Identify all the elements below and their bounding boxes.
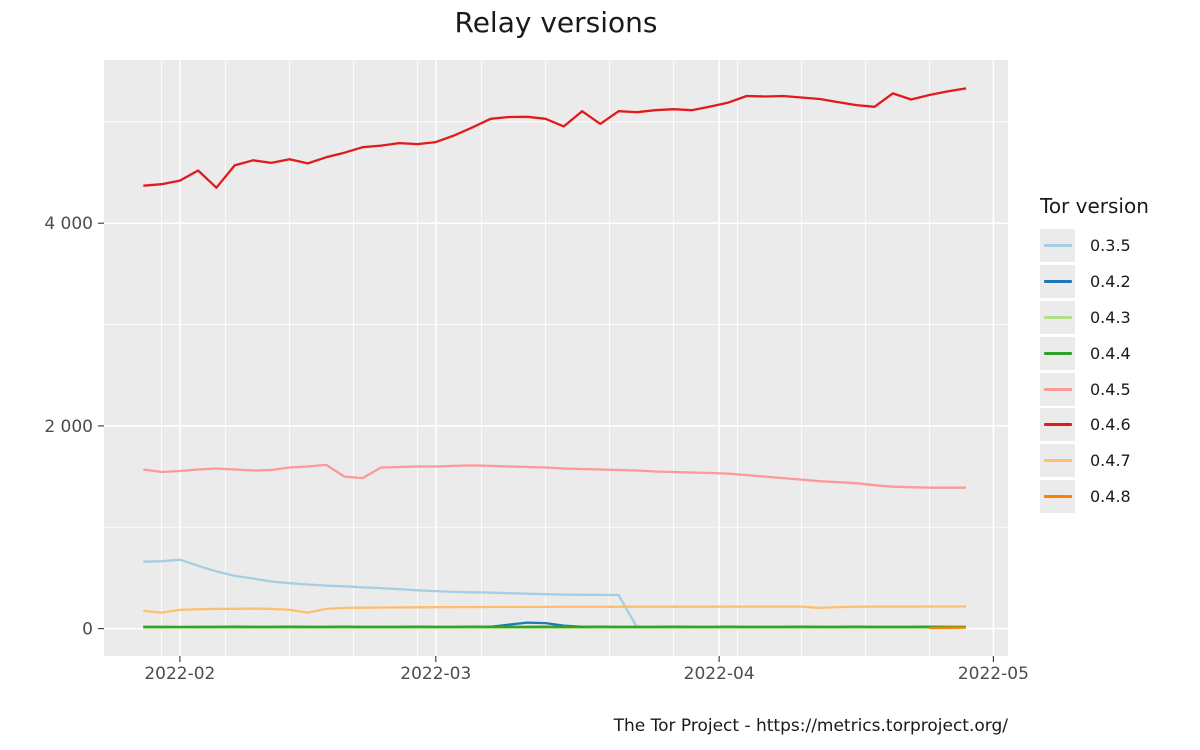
legend-key (1040, 336, 1075, 370)
legend-key (1040, 444, 1075, 478)
x-tick-label: 2022-03 (400, 664, 471, 684)
legend-key (1040, 408, 1075, 442)
legend-entry-0.4.7: 0.4.7 (1040, 443, 1149, 479)
legend-label: 0.4.2 (1090, 272, 1131, 292)
legend-label: 0.4.8 (1090, 486, 1131, 506)
y-tick-label: 0 (82, 620, 93, 640)
chart-title: Relay versions (454, 6, 658, 39)
chart-caption: The Tor Project - https://metrics.torpro… (613, 716, 1008, 736)
plot-panel (104, 60, 1008, 656)
legend-swatch-0.3.5 (1043, 244, 1072, 248)
legend-swatch-0.4.8 (1043, 494, 1072, 498)
legend-entry-0.4.4: 0.4.4 (1040, 335, 1149, 371)
legend-swatch-0.4.5 (1043, 387, 1072, 391)
legend-entry-0.4.3: 0.4.3 (1040, 300, 1149, 336)
series-line-0.4.8 (929, 626, 967, 630)
legend-entry-0.4.6: 0.4.6 (1040, 407, 1149, 443)
legend-label: 0.4.5 (1090, 379, 1131, 399)
legend-label: 0.4.6 (1090, 415, 1131, 435)
legend-key (1040, 229, 1075, 263)
series-line-0.4.5 (143, 463, 966, 489)
legend: Tor version 0.3.5 0.4.2 0.4.3 0.4.4 0.4.5 0.4… (1040, 194, 1149, 514)
legend-label: 0.4.3 (1090, 307, 1131, 327)
x-tick-label: 2022-04 (684, 664, 755, 684)
y-tick-label: 4 000 (44, 214, 93, 234)
series-line-0.4.7 (143, 605, 966, 614)
legend-key (1040, 372, 1075, 406)
legend-label: 0.4.7 (1090, 451, 1131, 471)
y-tick-label: 2 000 (44, 417, 93, 437)
legend-entry-0.4.8: 0.4.8 (1040, 479, 1149, 515)
legend-key (1040, 479, 1075, 513)
legend-entry-0.4.2: 0.4.2 (1040, 264, 1149, 300)
x-tick-label: 2022-05 (958, 664, 1029, 684)
legend-entry-0.3.5: 0.3.5 (1040, 228, 1149, 264)
series-line-0.4.6 (143, 87, 967, 189)
legend-swatch-0.4.7 (1043, 459, 1072, 463)
legend-label: 0.4.4 (1090, 343, 1131, 363)
legend-swatch-0.4.3 (1043, 315, 1072, 319)
legend-key (1040, 265, 1075, 299)
legend-swatch-0.4.2 (1043, 280, 1072, 284)
legend-swatch-0.4.6 (1043, 423, 1072, 427)
legend-title: Tor version (1040, 194, 1149, 218)
legend-label: 0.3.5 (1090, 236, 1131, 256)
legend-key (1040, 300, 1075, 334)
x-tick-label: 2022-02 (144, 664, 215, 684)
legend-entries: 0.3.5 0.4.2 0.4.3 0.4.4 0.4.5 0.4.6 0.4.7 0.4.8 (1040, 228, 1149, 514)
legend-swatch-0.4.4 (1043, 351, 1072, 355)
legend-entry-0.4.5: 0.4.5 (1040, 371, 1149, 407)
